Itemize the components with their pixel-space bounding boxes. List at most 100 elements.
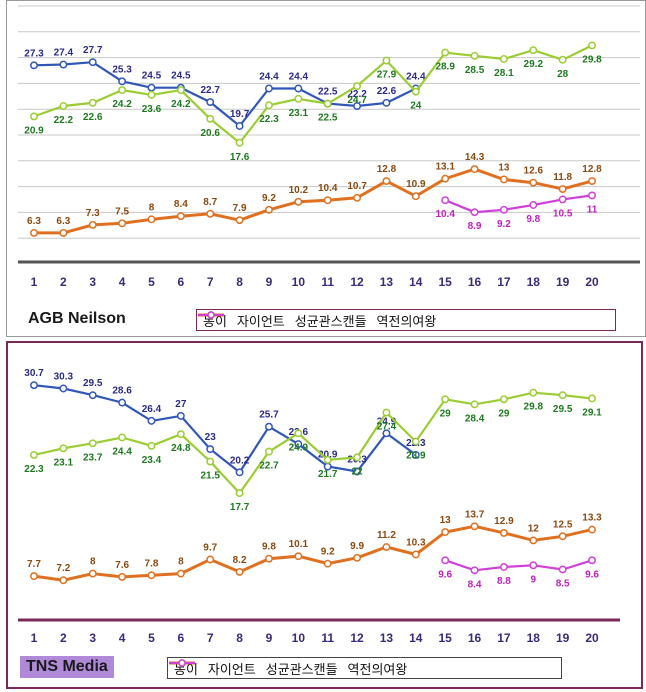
data-label: 22.3 (259, 114, 279, 125)
data-label: 27.3 (24, 48, 44, 59)
data-point (441, 196, 450, 205)
x-tick-label: 3 (89, 631, 96, 645)
data-label: 28.1 (494, 68, 514, 79)
data-point (235, 216, 244, 225)
data-point (30, 381, 38, 390)
x-tick-label: 19 (556, 631, 570, 645)
data-label: 8 (90, 557, 96, 568)
data-point (235, 468, 244, 477)
x-tick-label: 4 (119, 631, 126, 645)
data-label: 24.9 (377, 416, 397, 427)
data-label: 10.2 (289, 185, 309, 196)
x-tick-label: 6 (178, 631, 185, 645)
data-point (411, 450, 420, 459)
data-point (323, 99, 332, 108)
data-label: 10.4 (318, 183, 338, 194)
data-label: 10.4 (435, 209, 455, 220)
series-line-2 (34, 167, 593, 235)
data-label: 23.4 (142, 455, 162, 466)
data-point (294, 84, 303, 93)
data-point (235, 489, 244, 498)
x-tick-label: 15 (439, 631, 453, 645)
data-point (411, 87, 420, 96)
data-label: 24.7 (347, 95, 367, 106)
data-label: 22.2 (54, 115, 74, 126)
data-label: 20.9 (318, 450, 338, 461)
data-point (118, 219, 127, 228)
data-label: 8.2 (233, 555, 247, 566)
series-line-0 (33, 61, 417, 128)
data-label: 8.4 (174, 199, 188, 210)
x-tick-label: 7 (207, 275, 214, 289)
data-label: 9.2 (262, 193, 276, 204)
data-label: 30.3 (54, 372, 74, 383)
data-point (499, 175, 508, 184)
data-point (441, 528, 450, 537)
data-label: 26.4 (142, 404, 162, 415)
x-tick-label: 5 (148, 631, 155, 645)
data-point (147, 90, 156, 99)
data-point (499, 205, 508, 214)
x-tick-label: 1 (31, 631, 38, 645)
data-label: 8 (149, 202, 155, 213)
data-point (118, 572, 127, 581)
data-label: 21.5 (200, 471, 220, 482)
data-point (529, 561, 538, 570)
data-label: 10.7 (347, 181, 367, 192)
data-point (411, 192, 420, 201)
data-label: 7.9 (233, 203, 247, 214)
data-label: 24.4 (289, 71, 309, 82)
data-label: 23.6 (142, 104, 162, 115)
data-label: 21.7 (318, 469, 338, 480)
data-label: 27 (175, 399, 187, 410)
data-point (30, 112, 38, 121)
x-tick-label: 12 (350, 631, 364, 645)
data-point (30, 450, 38, 459)
data-label: 22.3 (24, 464, 44, 475)
data-label: 20.9 (24, 125, 44, 136)
legend-item-queen: 역전의여왕 (169, 659, 407, 678)
legend-swatch (198, 311, 224, 319)
data-point (353, 82, 362, 91)
x-tick-label: 17 (497, 631, 511, 645)
data-label: 28.4 (465, 413, 485, 424)
x-tick-label: 5 (148, 275, 155, 289)
agb-source-label: AGB Neilson (28, 310, 126, 327)
data-label: 7.5 (115, 206, 129, 217)
x-tick-label: 17 (497, 275, 511, 289)
data-point (265, 422, 273, 431)
x-tick-label: 2 (60, 631, 67, 645)
tns-source-label: TNS Media (20, 656, 114, 678)
data-point (265, 554, 273, 563)
data-label: 24.4 (259, 71, 279, 82)
data-point (118, 86, 127, 95)
data-point (176, 86, 185, 95)
data-point (206, 445, 215, 454)
data-label: 20.2 (230, 455, 250, 466)
data-label: 28 (557, 69, 569, 80)
x-tick-label: 3 (89, 275, 96, 289)
data-point (88, 439, 97, 448)
x-tick-label: 8 (236, 631, 243, 645)
data-point (588, 394, 596, 403)
data-point (59, 444, 68, 453)
data-label: 23.9 (406, 451, 426, 462)
data-label: 13.3 (582, 513, 602, 524)
data-label: 7.8 (145, 558, 159, 569)
legend-swatch (169, 659, 195, 667)
x-tick-label: 7 (207, 631, 214, 645)
data-label: 22 (352, 466, 364, 477)
data-label: 11.2 (377, 530, 396, 541)
data-point (294, 440, 303, 449)
data-label: 9.2 (497, 219, 511, 230)
data-point (499, 528, 508, 537)
data-label: 12 (528, 523, 540, 534)
data-point (470, 51, 479, 60)
data-point (558, 55, 567, 64)
data-label: 10.9 (406, 179, 426, 190)
data-point (118, 398, 127, 407)
data-label: 29.1 (582, 407, 602, 418)
data-point (441, 395, 450, 404)
data-point (529, 536, 538, 545)
x-tick-label: 19 (556, 275, 570, 289)
